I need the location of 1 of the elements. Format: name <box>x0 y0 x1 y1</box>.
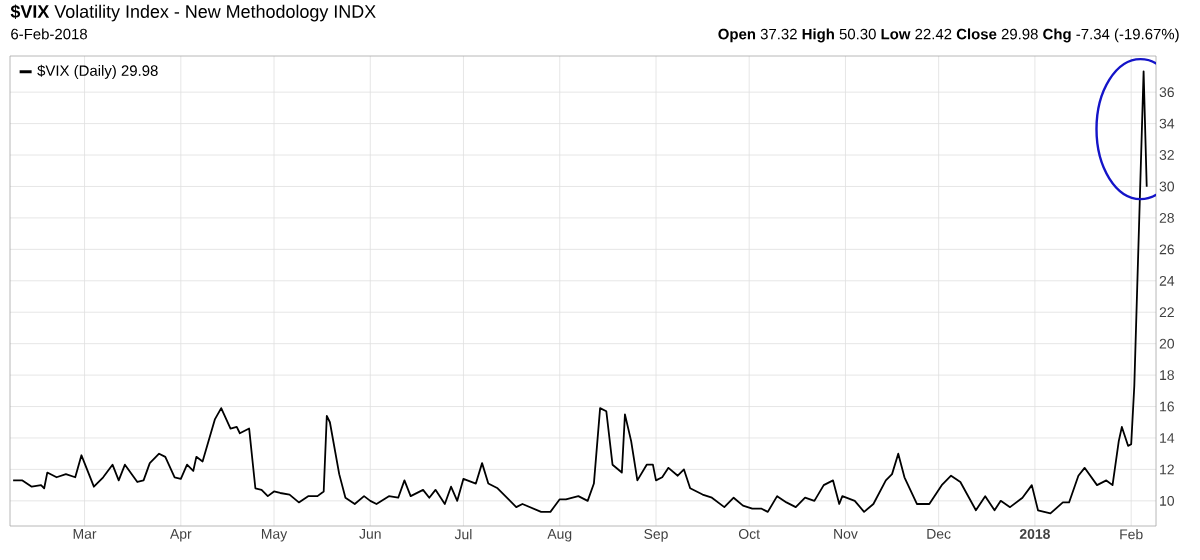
chart-title: $VIX Volatility Index - New Methodology INDX <box>10 4 376 22</box>
